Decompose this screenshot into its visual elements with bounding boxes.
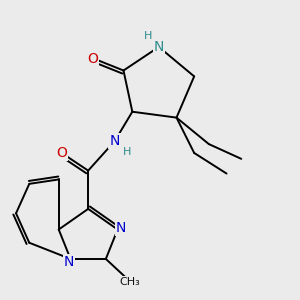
Text: H: H xyxy=(123,147,131,158)
Text: N: N xyxy=(154,40,164,54)
Text: N: N xyxy=(116,221,126,235)
Text: H: H xyxy=(143,31,152,41)
Text: O: O xyxy=(87,52,98,66)
Text: N: N xyxy=(64,256,74,269)
Text: N: N xyxy=(110,134,120,148)
Text: O: O xyxy=(56,146,67,160)
Text: CH₃: CH₃ xyxy=(119,277,140,286)
